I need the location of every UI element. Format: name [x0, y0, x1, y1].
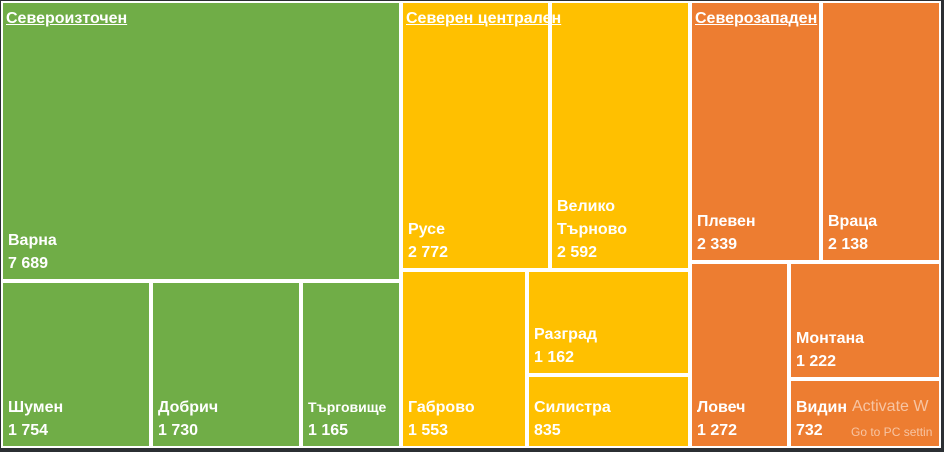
tile-lovech: Ловеч 1 272: [690, 262, 789, 448]
tile-shumen: Шумен 1 754: [1, 281, 151, 448]
tile-value: 2 592: [557, 244, 598, 261]
tile-value: 732: [796, 422, 823, 439]
tile-value: 1 730: [158, 422, 199, 439]
tile-varna: Варна 7 689: [1, 1, 401, 281]
tile-gabrovo: Габрово 1 553: [401, 270, 527, 448]
tile-razgrad: Разград 1 162: [527, 270, 690, 375]
tile-name: Търговище: [308, 399, 387, 415]
tile-value: 7 689: [8, 255, 49, 272]
tile-name: Плевен: [697, 213, 756, 230]
tile-silistra: Силистра 835: [527, 375, 690, 448]
tile-name: Шумен: [8, 399, 64, 416]
tile-name: Габрово: [408, 399, 475, 416]
tile-value: 2 339: [697, 236, 738, 253]
tile-value: 1 754: [8, 422, 49, 439]
tile-name: Видин: [796, 399, 848, 416]
tile-name: Ловеч: [697, 399, 746, 416]
tile-value: 1 222: [796, 353, 837, 370]
tile-value: 1 165: [308, 422, 349, 439]
tile-montana: Монтана 1 222: [789, 262, 941, 379]
tile-name: Добрич: [158, 399, 219, 416]
group-title: Северен централен: [406, 10, 562, 27]
tile-targovishte: Търговище 1 165: [301, 281, 401, 448]
tile-value: 1 553: [408, 422, 449, 439]
tile-name: Разград: [534, 326, 597, 343]
group-title: Северозападен: [695, 10, 818, 27]
tile-name: Монтана: [796, 330, 865, 347]
tile-name: Варна: [8, 232, 57, 249]
tile-name: Русе: [408, 221, 445, 238]
tile-ruse: Русе 2 772: [401, 1, 550, 270]
tile-name: Враца: [828, 213, 878, 230]
activation-watermark-sub: Go to PC settin: [851, 425, 933, 439]
tile-name: Силистра: [534, 399, 611, 416]
tile-value: 2 772: [408, 244, 449, 261]
activation-watermark: Activate W: [852, 398, 929, 415]
tile-value: 2 138: [828, 236, 869, 253]
tile-vidin: Видин 732: [789, 379, 941, 448]
tile-value: 835: [534, 422, 561, 439]
tile-dobrich: Добрич 1 730: [151, 281, 301, 448]
tile-value: 1 272: [697, 422, 738, 439]
tile-veliko-tarnovo: Велико Търново 2 592: [550, 1, 690, 270]
tile-name: Велико Търново: [557, 198, 628, 238]
group-title: Североизточен: [6, 10, 128, 27]
tile-vratsa: Враца 2 138: [821, 1, 941, 262]
tile-pleven: Плевен 2 339: [690, 1, 821, 262]
tile-value: 1 162: [534, 349, 575, 366]
